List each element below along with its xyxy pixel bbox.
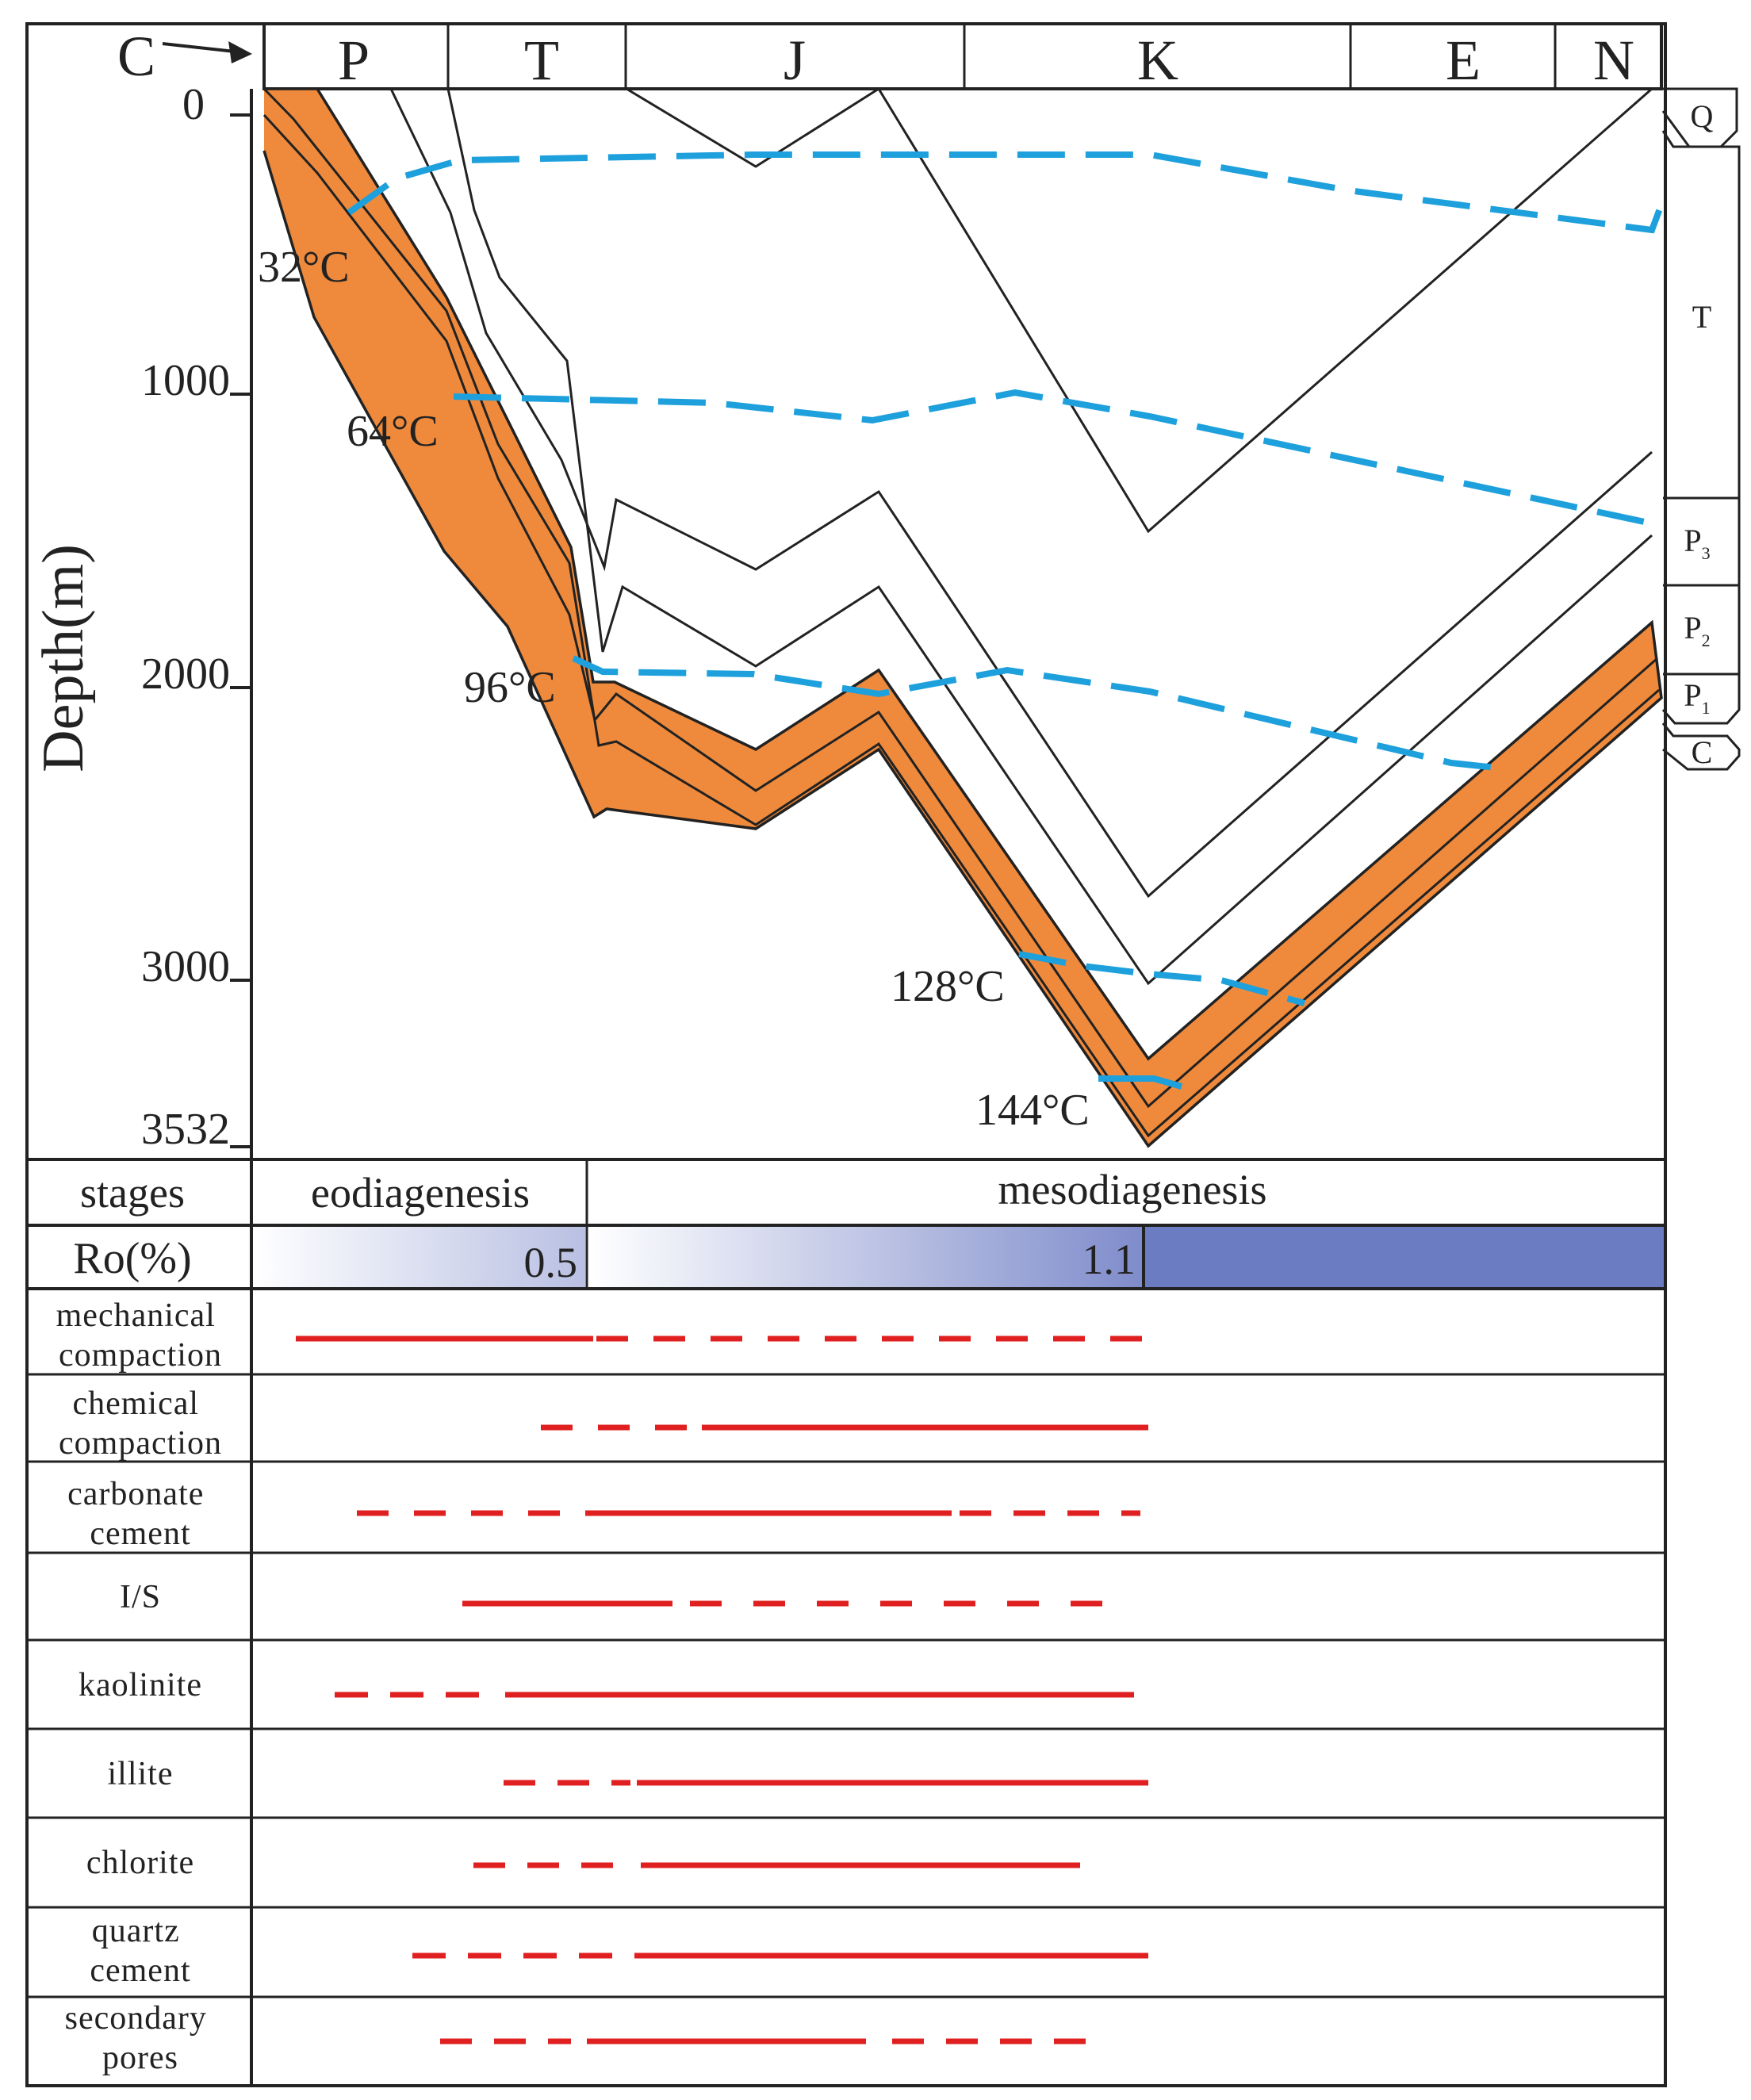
period-label-k: K <box>1137 29 1178 92</box>
strata-label-p1: P1 <box>1684 677 1710 718</box>
isotherm-label-96: 96°C <box>464 663 556 712</box>
target-layer-band <box>264 89 1661 1146</box>
process-label-kaolinite: kaolinite <box>79 1667 202 1703</box>
period-label-n: N <box>1593 29 1634 92</box>
depth-tick-0: 0 <box>182 80 205 129</box>
stage-mesodiagenesis: mesodiagenesis <box>998 1166 1267 1213</box>
process-label-chlorite: chlorite <box>86 1845 194 1881</box>
ro-header: Ro(%) <box>73 1234 191 1283</box>
isotherm-128 <box>1018 951 1306 1006</box>
period-header: C P T J K E N <box>117 22 1663 92</box>
burial-curves <box>262 86 1663 1148</box>
isotherm-label-128: 128°C <box>891 962 1005 1011</box>
process-label-quartz-cement: quartz cement <box>90 1913 190 1989</box>
ro-value-1-1: 1.1 <box>1082 1236 1136 1283</box>
isotherm-96 <box>572 655 1512 772</box>
process-labels: mechanical compaction chemical compactio… <box>56 1297 225 2076</box>
depth-axis: 0 1000 2000 3000 3532 Depth(m) <box>31 80 251 1154</box>
isotherm-64 <box>453 389 1653 527</box>
period-label-c: C <box>117 25 155 88</box>
stages-header: stages <box>80 1169 185 1217</box>
ro-row: Ro(%) 0.5 1.1 <box>27 1225 1665 1290</box>
process-label-illite: illite <box>108 1756 174 1792</box>
period-label-t: T <box>524 29 559 92</box>
depth-tick-3000: 3000 <box>141 942 230 991</box>
strata-column <box>1661 87 1741 771</box>
process-label-i-s: I/S <box>120 1579 161 1615</box>
stage-eodiagenesis: eodiagenesis <box>311 1169 530 1217</box>
depth-tick-3532: 3532 <box>141 1105 230 1154</box>
isotherm-labels: 32°C 64°C 96°C 128°C 144°C <box>258 243 1090 1135</box>
depth-axis-label: Depth(m) <box>31 544 96 772</box>
depth-tick-1000: 1000 <box>141 356 230 405</box>
process-label-chemical-compaction: chemical compaction <box>59 1385 222 1462</box>
period-label-j: J <box>784 29 806 92</box>
isotherm-32 <box>347 151 1665 234</box>
isotherm-label-64: 64°C <box>347 407 439 456</box>
strata-label-c: C <box>1692 734 1713 770</box>
isotherm-label-32: 32°C <box>258 243 350 292</box>
process-label-carbonate-cement: carbonate cement <box>67 1476 213 1552</box>
isotherm-144 <box>1098 1075 1183 1090</box>
strata-label-p2: P2 <box>1684 610 1710 650</box>
strata-label-p3: P3 <box>1684 523 1710 563</box>
ro-value-0-5: 0.5 <box>524 1239 578 1286</box>
process-row-lines <box>27 1373 1665 1998</box>
period-label-e: E <box>1446 29 1481 92</box>
period-label-p: P <box>338 29 370 92</box>
depth-tick-2000: 2000 <box>141 650 230 699</box>
process-bars <box>296 1335 1148 2044</box>
c-arrow <box>162 41 252 63</box>
stages-row: stages eodiagenesis mesodiagenesis <box>27 1159 1665 2086</box>
strata-label-t: T <box>1692 299 1711 335</box>
chart-frame <box>25 22 1667 2087</box>
isotherm-label-144: 144°C <box>975 1086 1090 1135</box>
process-label-mechanical-compaction: mechanical compaction <box>56 1297 225 1374</box>
strata-labels: Q T P3 P2 P1 C <box>1684 98 1713 770</box>
isotherms <box>347 151 1665 1090</box>
process-label-secondary-pores: secondary pores <box>65 2000 216 2076</box>
strata-label-q: Q <box>1691 98 1714 134</box>
